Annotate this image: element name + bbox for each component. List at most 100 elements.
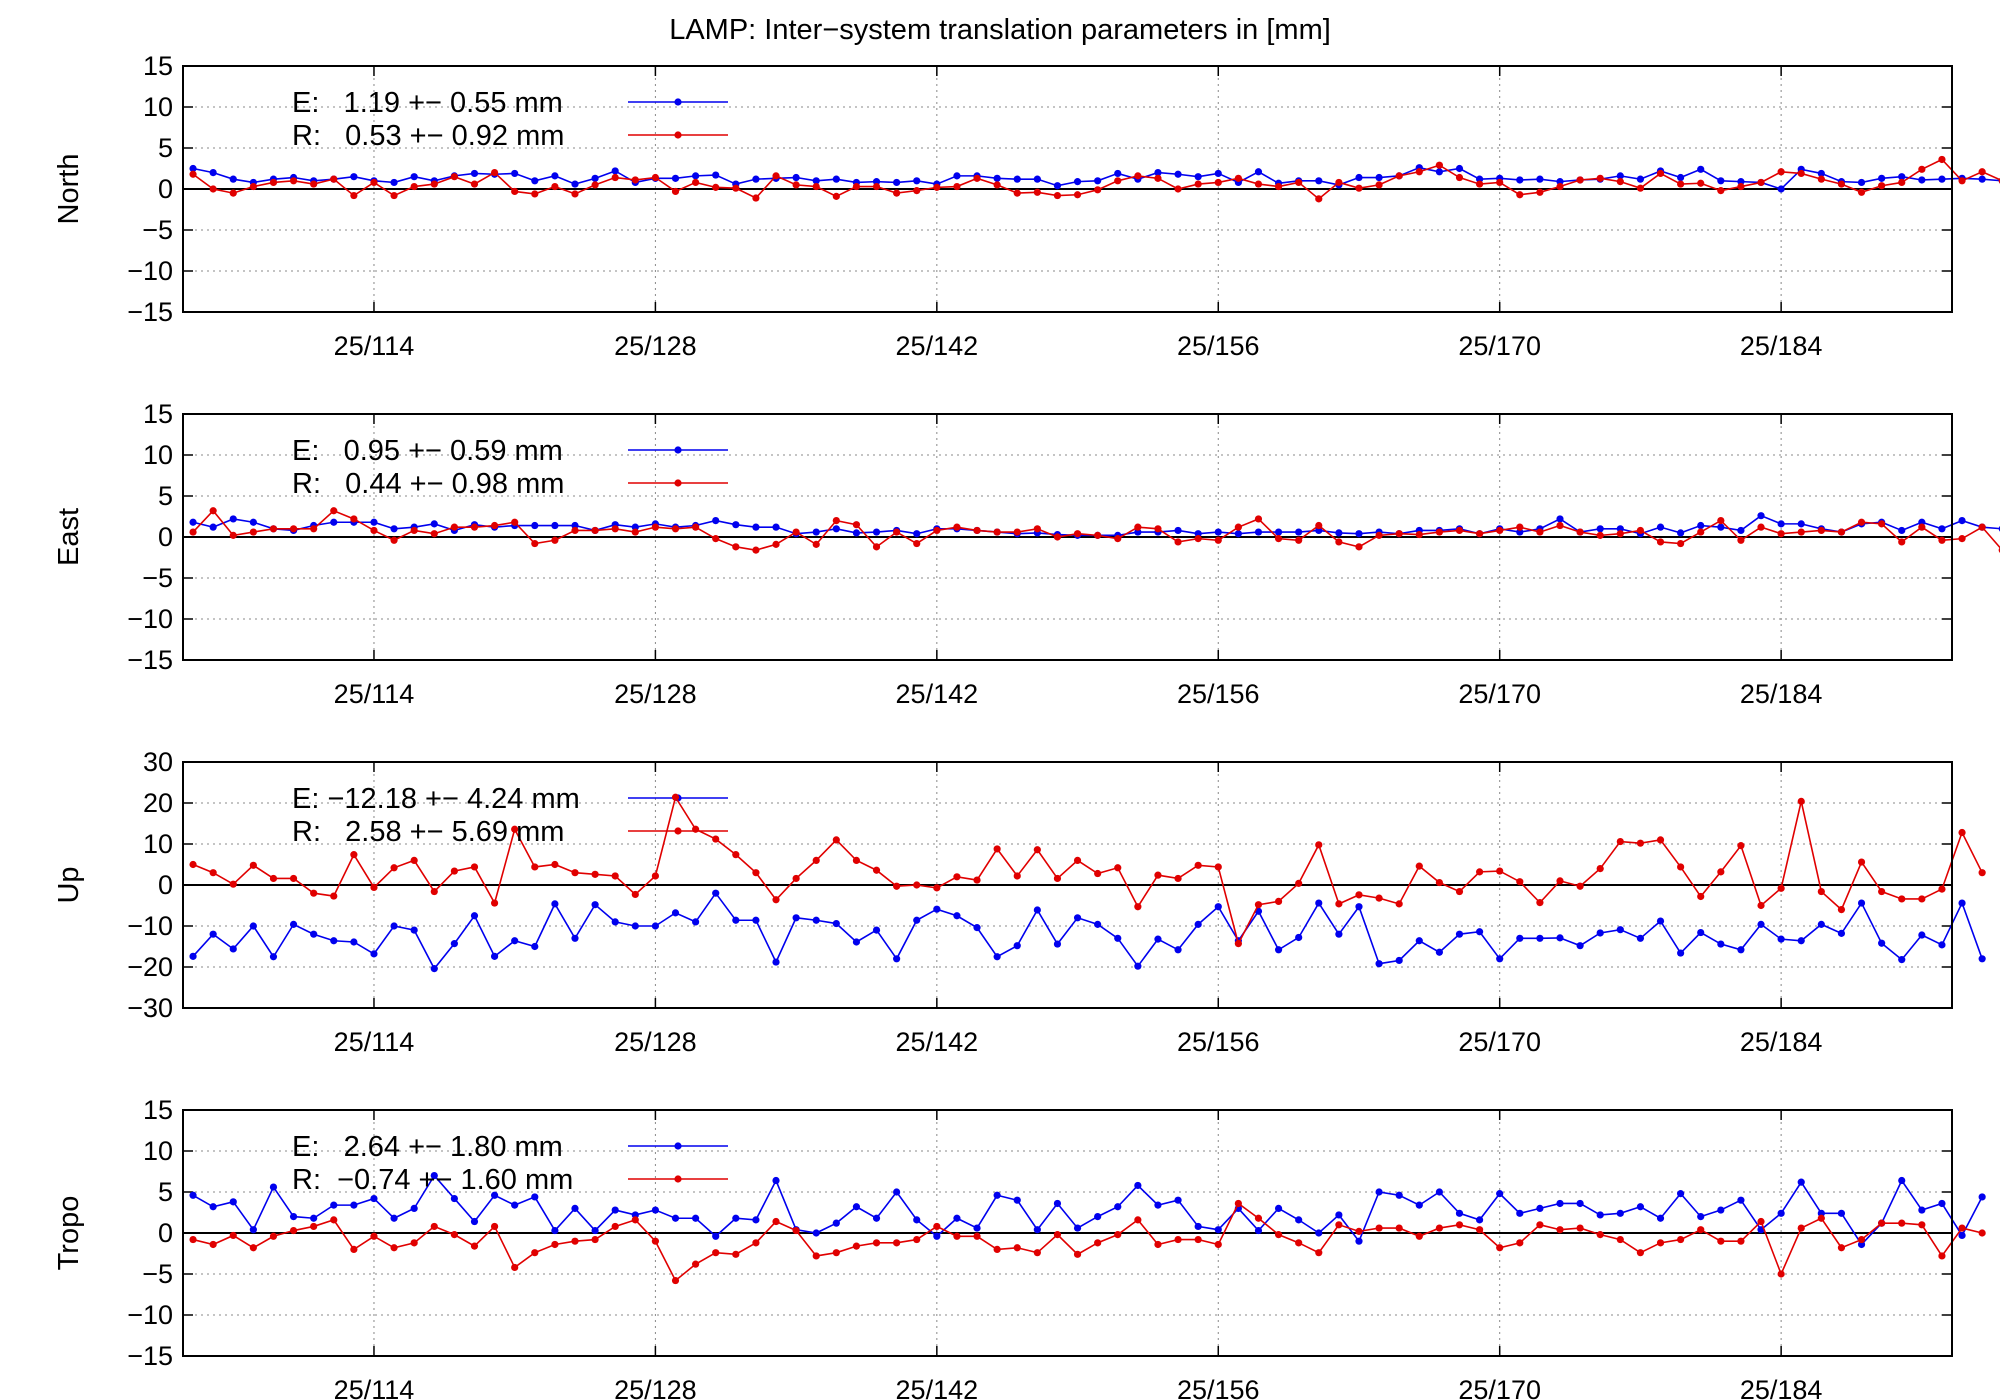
data-point	[732, 1214, 740, 1222]
data-point	[430, 1172, 438, 1180]
data-point	[551, 172, 559, 180]
data-point	[893, 178, 901, 187]
data-point	[350, 173, 358, 181]
data-point	[209, 169, 217, 177]
data-point	[1978, 168, 1986, 176]
data-point	[1335, 1221, 1343, 1229]
data-point	[511, 937, 519, 945]
data-point	[1817, 920, 1825, 928]
data-point	[289, 1226, 298, 1235]
data-point	[410, 1204, 418, 1212]
data-point	[1536, 1204, 1544, 1212]
y-tick-label: 0	[158, 522, 173, 552]
data-point	[953, 172, 961, 180]
data-point	[430, 520, 438, 528]
data-point	[913, 1216, 921, 1224]
data-point	[1737, 182, 1745, 191]
data-point	[1134, 172, 1142, 180]
data-point	[1757, 920, 1765, 928]
data-point	[511, 1201, 519, 1209]
data-point	[671, 174, 680, 182]
data-point	[1616, 926, 1624, 934]
data-point	[1958, 177, 1966, 185]
data-point	[913, 530, 921, 538]
data-point	[249, 518, 257, 526]
data-point	[1415, 937, 1423, 945]
data-point	[1094, 531, 1102, 539]
data-point	[289, 177, 298, 185]
legend-marker	[674, 1142, 682, 1150]
data-point	[229, 531, 237, 539]
data-point	[490, 952, 499, 960]
data-point	[571, 526, 579, 535]
data-point	[1154, 169, 1162, 177]
x-tick-label: 25/184	[1740, 1027, 1823, 1057]
data-point	[1536, 188, 1544, 196]
data-point	[792, 528, 800, 536]
data-point	[1797, 937, 1805, 945]
data-point	[1315, 526, 1323, 535]
data-point	[1857, 518, 1866, 526]
data-point	[1435, 1188, 1443, 1196]
data-point	[1938, 525, 1946, 533]
data-point	[1395, 956, 1403, 965]
data-point	[1295, 536, 1303, 544]
data-point	[1737, 1196, 1745, 1204]
data-point	[1033, 906, 1041, 914]
data-point	[490, 169, 499, 177]
data-point	[249, 182, 257, 191]
data-point	[450, 940, 458, 948]
data-point	[1174, 874, 1182, 883]
data-point	[350, 191, 358, 200]
y-tick-label: 5	[158, 481, 173, 511]
panel-east: 15 10 5 0 −5 −10 −15 25/114 25/128 25/142 25/156 25…	[53, 399, 2000, 709]
data-point	[1496, 867, 1504, 875]
data-point	[1375, 1224, 1383, 1232]
data-point	[531, 942, 539, 951]
data-point	[1315, 841, 1323, 849]
data-point	[852, 938, 861, 946]
data-point	[390, 1214, 398, 1222]
data-point	[1335, 930, 1343, 938]
data-point	[390, 536, 398, 544]
data-point	[1375, 894, 1383, 902]
data-point	[933, 905, 941, 913]
data-point	[651, 872, 660, 880]
data-point	[1355, 173, 1363, 182]
data-point	[229, 515, 237, 523]
data-point	[1013, 175, 1021, 183]
data-point	[571, 934, 579, 942]
data-point	[1234, 1199, 1242, 1208]
data-point	[1697, 521, 1705, 530]
y-tick-label: 10	[143, 92, 173, 122]
data-point	[551, 900, 559, 908]
data-point	[1053, 940, 1062, 948]
legend-label: R: 0.53 +− 0.92 mm	[292, 120, 564, 152]
data-point	[1214, 903, 1222, 911]
data-point	[1737, 178, 1745, 186]
data-point	[511, 1263, 519, 1272]
data-point	[1616, 530, 1624, 538]
panel-north: 15 10 5 0 −5 −10 −15 25/114 25/128 25/142 25/156 25…	[53, 51, 2000, 361]
series-line	[192, 509, 2000, 551]
legend-marker	[674, 827, 682, 835]
data-point	[1295, 178, 1303, 187]
x-tick-label: 25/142	[896, 1375, 979, 1400]
data-point	[1636, 526, 1645, 535]
data-point	[1455, 930, 1464, 938]
data-point	[1777, 1270, 1785, 1278]
data-point	[1355, 1227, 1363, 1235]
data-point	[1174, 526, 1182, 535]
data-point	[591, 1235, 599, 1244]
data-point	[1254, 901, 1263, 909]
data-point	[1717, 523, 1725, 531]
data-point	[712, 535, 720, 543]
data-point	[631, 890, 639, 899]
data-point	[772, 172, 780, 180]
data-point	[1938, 175, 1946, 183]
data-point	[1154, 174, 1162, 182]
data-point	[1455, 1221, 1464, 1229]
data-point	[531, 190, 539, 198]
data-point	[1918, 1221, 1926, 1229]
data-point	[1656, 1214, 1665, 1222]
